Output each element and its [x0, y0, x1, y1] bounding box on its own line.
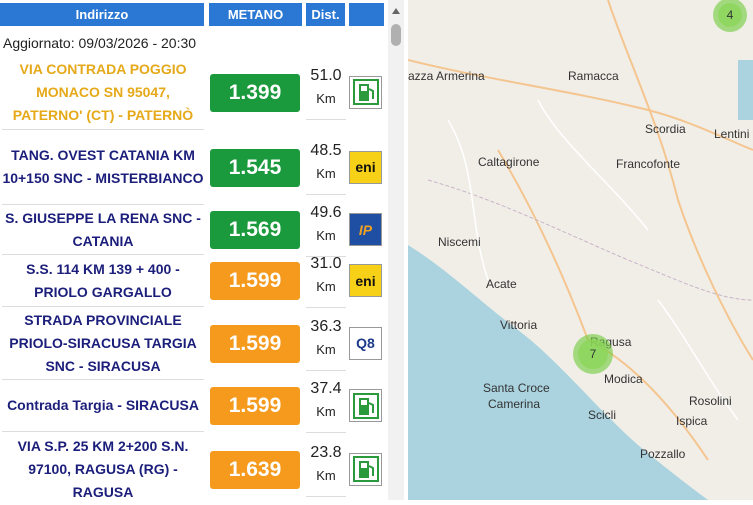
station-row[interactable]: VIA CONTRADA POGGIO MONACO SN 95047, PAT…	[0, 55, 386, 130]
station-row[interactable]: STRADA PROVINCIALE PRIOLO-SIRACUSA TARGI…	[0, 307, 386, 380]
station-distance: 49.6 Km	[306, 204, 346, 257]
marker-cluster-core	[578, 339, 608, 369]
place-label: Acate	[486, 277, 517, 291]
station-row[interactable]: S.S. 114 KM 139 + 400 - PRIOLO GARGALLO 1…	[0, 255, 386, 308]
logo-text: Q8	[356, 335, 375, 351]
distance-unit: Km	[316, 165, 336, 181]
station-address: Contrada Targia - SIRACUSA	[2, 380, 204, 432]
brand-logo	[349, 389, 382, 422]
pump-icon	[352, 79, 379, 105]
station-price: 1.569	[210, 211, 300, 249]
distance-unit: Km	[316, 279, 336, 294]
distance-value: 36.3	[310, 317, 342, 335]
distance-unit: Km	[316, 341, 336, 357]
scrollbar[interactable]	[388, 0, 404, 500]
place-label: Rosolini	[689, 394, 732, 408]
cluster-count: 4	[727, 8, 734, 22]
station-price: 1.639	[210, 450, 300, 489]
station-distance: 37.4 Km	[306, 380, 346, 433]
place-label: Pozzallo	[640, 447, 686, 461]
place-label: Caltagirone	[478, 155, 540, 169]
distance-value: 51.0	[310, 66, 342, 84]
pump-icon	[352, 392, 379, 419]
column-header	[349, 3, 384, 26]
logo-text: IP	[358, 221, 373, 238]
brand-logo: eni	[349, 150, 382, 184]
brand-logo: IP	[349, 213, 382, 246]
station-row[interactable]: Contrada Targia - SIRACUSA 1.599 37.4 Km	[0, 380, 386, 433]
station-distance: 51.0 Km	[306, 67, 346, 120]
distance-value: 31.0	[310, 255, 342, 272]
column-header[interactable]: Indirizzo	[0, 3, 204, 26]
station-address: TANG. OVEST CATANIA KM 10+150 SNC - MIST…	[2, 130, 204, 205]
distance-value: 23.8	[310, 443, 342, 461]
logo-text: eni	[355, 272, 376, 289]
place-label: Scordia	[645, 122, 686, 136]
pump-icon	[352, 456, 379, 482]
station-price: 1.599	[210, 262, 300, 300]
place-label: Lentini	[714, 127, 749, 141]
brand-logo	[349, 75, 382, 109]
distance-unit: Km	[316, 404, 336, 419]
place-label: Ispica	[676, 414, 708, 428]
station-price: 1.599	[210, 324, 300, 363]
distance-value: 37.4	[310, 380, 342, 397]
distance-value: 48.5	[310, 141, 342, 159]
station-distance: 48.5 Km	[306, 142, 346, 195]
station-list: Indirizzo METANO Dist. Aggiornato: 09/03…	[0, 3, 386, 500]
station-address: VIA CONTRADA POGGIO MONACO SN 95047, PAT…	[2, 55, 204, 130]
place-label: Francofonte	[616, 157, 680, 171]
station-price: 1.545	[210, 148, 300, 187]
column-header[interactable]: Dist.	[306, 3, 345, 26]
station-price: 1.599	[210, 387, 300, 425]
station-address: STRADA PROVINCIALE PRIOLO-SIRACUSA TARGI…	[2, 307, 204, 380]
station-row[interactable]: S. GIUSEPPE LA RENA SNC - CATANIA 1.569 49…	[0, 204, 386, 257]
logo-text: eni	[355, 159, 376, 175]
place-label: azza Armerina	[408, 69, 485, 83]
brand-logo: eni	[349, 264, 382, 297]
brand-logo	[349, 452, 382, 486]
distance-unit: Km	[316, 228, 336, 243]
place-label: Ramacca	[568, 69, 619, 83]
station-address: S.S. 114 KM 139 + 400 - PRIOLO GARGALLO	[2, 255, 204, 307]
distance-unit: Km	[316, 467, 336, 483]
scrollbar-graphic	[391, 8, 401, 46]
cluster-count: 7	[590, 347, 597, 361]
column-header[interactable]: METANO	[209, 3, 302, 26]
place-label: Vittoria	[500, 318, 537, 332]
place-label: Santa Croce	[483, 381, 550, 395]
updated-time: Aggiornato: 09/03/2026 - 20:30	[3, 35, 197, 51]
brand-logo: Q8	[349, 326, 382, 360]
distance-value: 49.6	[310, 204, 342, 221]
station-address: S. GIUSEPPE LA RENA SNC - CATANIA	[2, 205, 204, 255]
marker-cluster-core	[718, 3, 742, 27]
station-row[interactable]: VIA S.P. 25 KM 2+200 S.N. 97100, RAGUSA …	[0, 432, 386, 500]
place-label: Niscemi	[438, 235, 481, 249]
station-price: 1.399	[210, 73, 300, 112]
station-distance: 23.8 Km	[306, 444, 346, 497]
place-label: Scicli	[588, 408, 616, 422]
station-distance: 36.3 Km	[306, 318, 346, 371]
station-distance: 31.0 Km	[306, 255, 346, 308]
place-label: Modica	[604, 372, 643, 386]
place-label: Camerina	[488, 397, 540, 411]
station-row[interactable]: TANG. OVEST CATANIA KM 10+150 SNC - MIST…	[0, 130, 386, 205]
distance-unit: Km	[316, 90, 336, 106]
station-address: VIA S.P. 25 KM 2+200 S.N. 97100, RAGUSA …	[2, 432, 204, 500]
map[interactable]: azza Armerina Ramacca Scordia Lentini Caltag…	[408, 0, 753, 500]
